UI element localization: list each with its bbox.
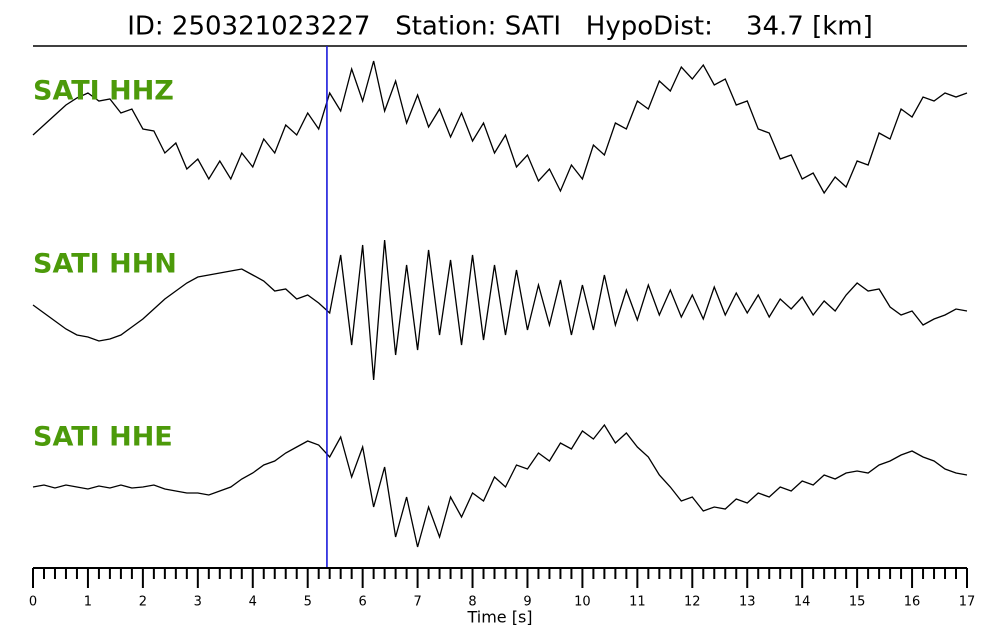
x-tick-label: 4 — [249, 595, 257, 610]
x-tick-label: 11 — [629, 595, 646, 610]
x-tick-label: 14 — [794, 595, 811, 610]
x-tick-label: 7 — [413, 595, 421, 610]
trace-label: SATI HHN — [33, 249, 177, 280]
x-tick-label: 3 — [194, 595, 202, 610]
x-tick-label: 15 — [849, 595, 866, 610]
x-tick-label: 9 — [523, 595, 531, 610]
x-tick-label: 12 — [684, 595, 701, 610]
waveform — [32, 60, 968, 195]
x-tick-label: 1 — [84, 595, 92, 610]
trace-label: SATI HHZ — [33, 76, 174, 107]
trace-label: SATI HHE — [33, 422, 173, 453]
x-tick-label: 0 — [29, 595, 37, 610]
x-axis-label: Time [s] — [466, 608, 532, 627]
x-tick-label: 5 — [304, 595, 312, 610]
waveform — [32, 423, 968, 548]
x-tick-label: 10 — [574, 595, 591, 610]
x-tick-label: 2 — [139, 595, 147, 610]
x-tick-label: 8 — [468, 595, 476, 610]
x-tick-label: 17 — [959, 595, 976, 610]
x-tick-label: 16 — [904, 595, 921, 610]
chart-title: ID: 250321023227 Station: SATI HypoDist:… — [127, 12, 873, 42]
x-tick-label: 13 — [739, 595, 756, 610]
waveform — [32, 239, 968, 381]
x-tick-label: 6 — [359, 595, 367, 610]
